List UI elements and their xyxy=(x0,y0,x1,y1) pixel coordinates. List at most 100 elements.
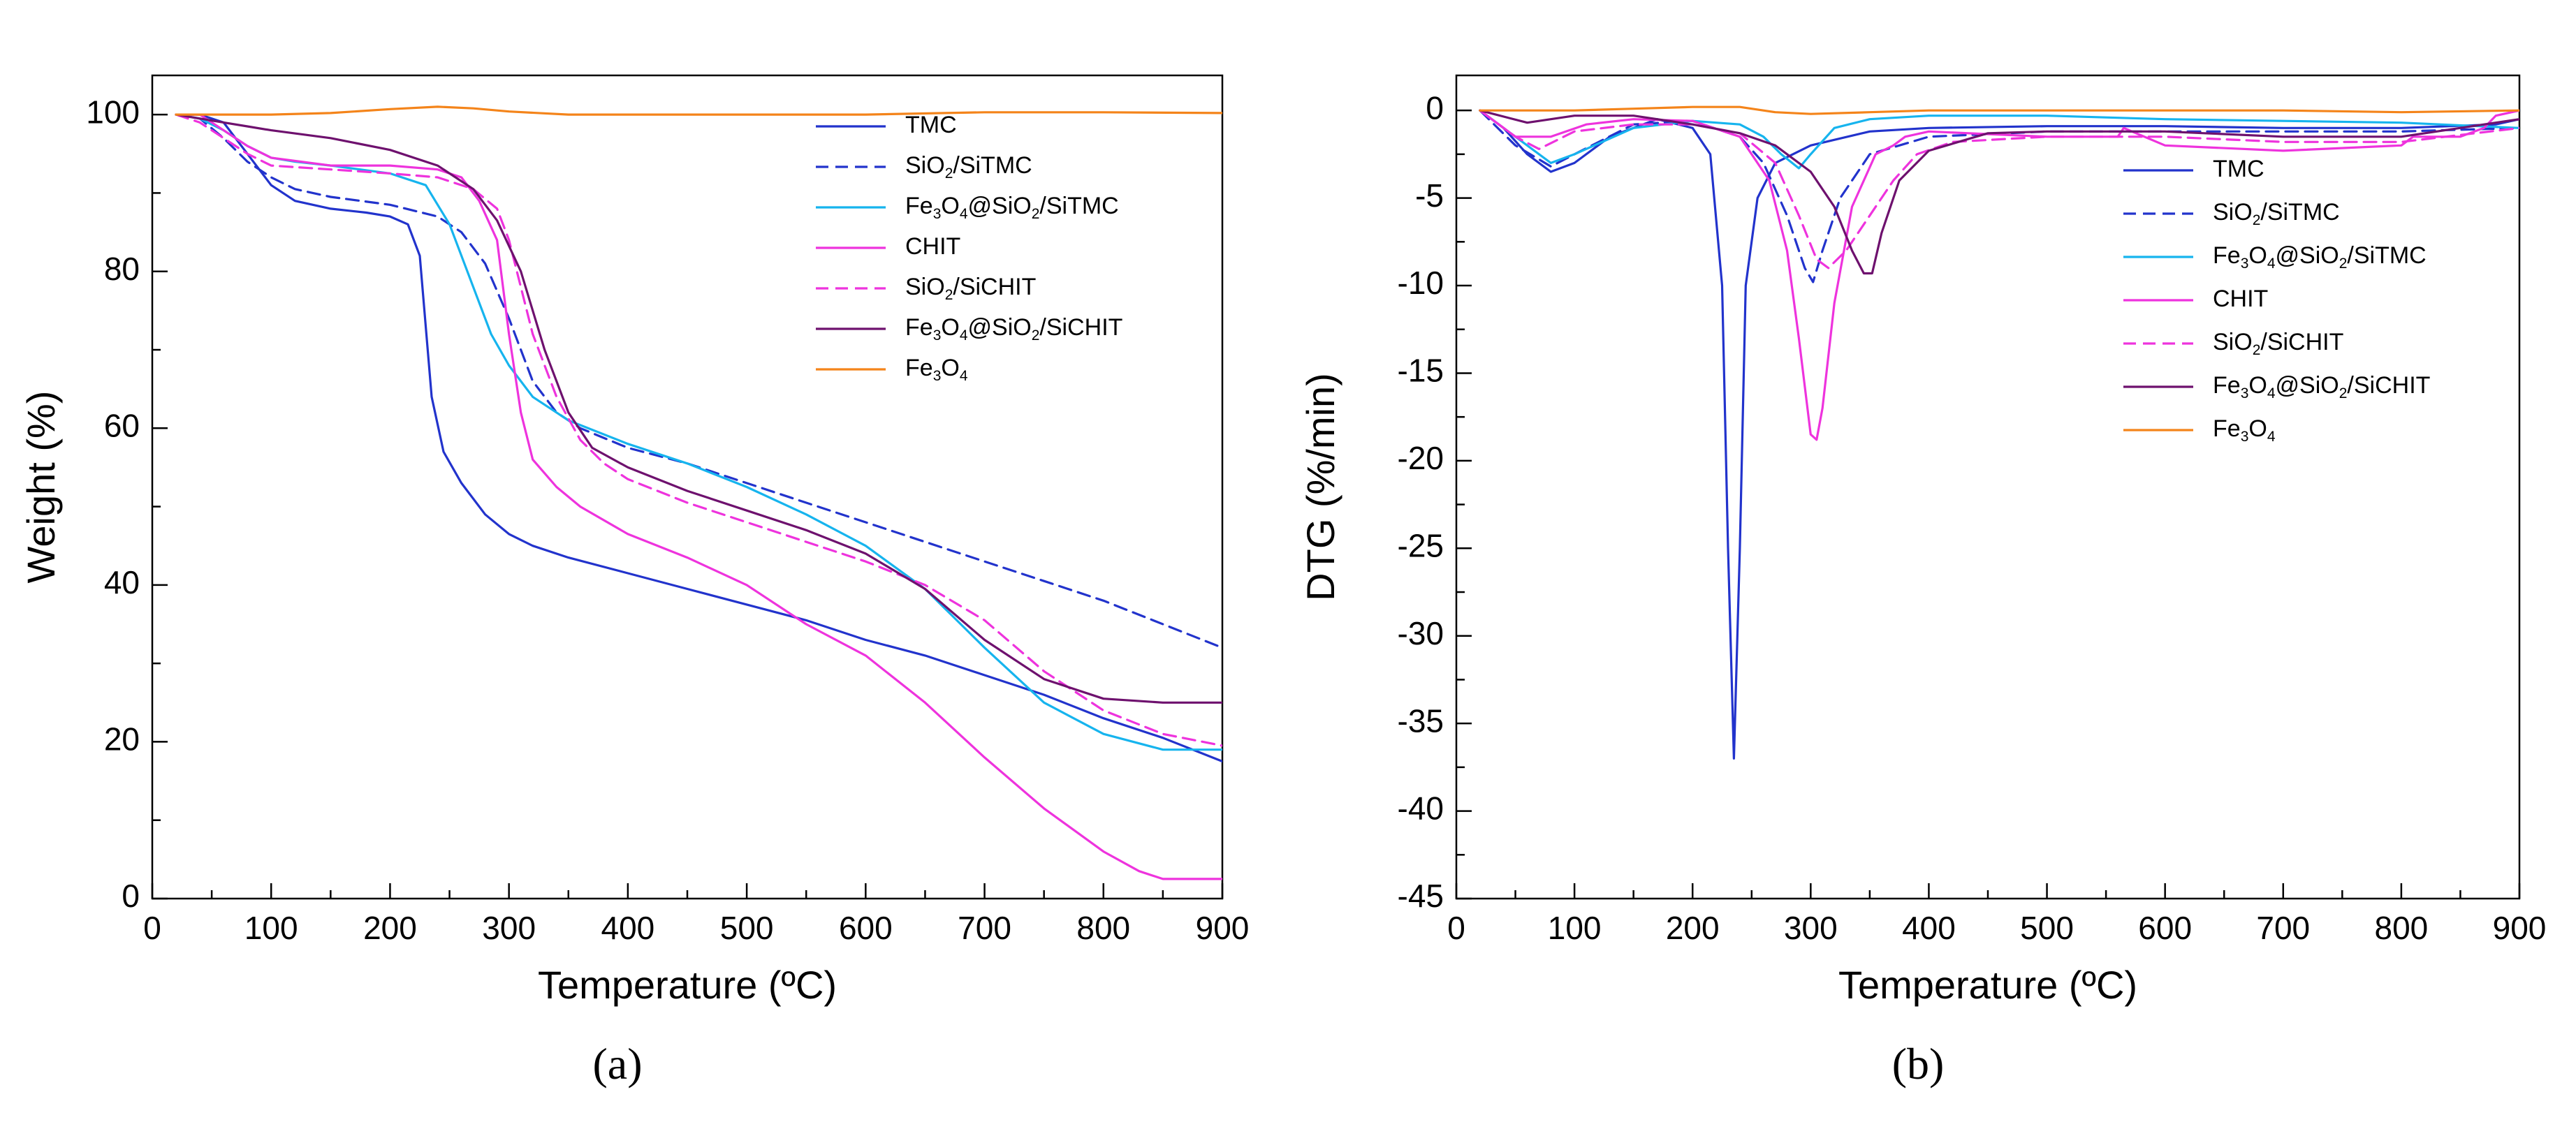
series-line-fe3o4-sio2-sichit xyxy=(1479,109,2519,275)
y-axis-title: DTG (%/min) xyxy=(1298,373,1342,601)
panel-label: (b) xyxy=(1892,1039,1945,1088)
series-line-chit xyxy=(1479,109,2519,441)
legend-label-part: 2 xyxy=(1032,327,1040,344)
legend-label-part: @SiO xyxy=(968,193,1032,219)
legend-label-part: Fe xyxy=(2213,242,2241,269)
legend-label-part: TMC xyxy=(2213,156,2264,182)
legend-label-part: /SiTMC xyxy=(1039,193,1118,219)
legend-label: SiO2/SiTMC xyxy=(905,152,1032,182)
y-tick-label: -30 xyxy=(1398,615,1444,651)
dtg-chart-panel-b: 0 100 200 300 400 500 600 700 800 900 0 -5 -10 -15 -20… xyxy=(1298,74,2547,1088)
legend-label: Fe3O4@SiO2/SiCHIT xyxy=(905,314,1122,344)
x-tick-label: 800 xyxy=(2375,910,2429,946)
x-tick-label: 0 xyxy=(1447,910,1465,946)
series-line-chit xyxy=(175,113,1222,880)
legend-label: Fe3O4@SiO2/SiTMC xyxy=(2213,242,2427,272)
legend-label-part: Fe xyxy=(905,355,933,381)
y-tick-label: -25 xyxy=(1398,527,1444,563)
legend-label-part: SiO xyxy=(905,152,945,179)
legend-label: TMC xyxy=(2213,156,2264,182)
y-tick-label: 80 xyxy=(104,251,140,287)
legend: TMCSiO2/SiTMCFe3O4@SiO2/SiTMCCHITSiO2/Si… xyxy=(2123,156,2430,445)
y-tick-label: 0 xyxy=(122,878,140,914)
legend-label-part: 4 xyxy=(960,206,968,222)
legend-label-part: /SiCHIT xyxy=(953,274,1036,300)
y-tick-label: -35 xyxy=(1398,702,1444,739)
legend-label-part: 4 xyxy=(2267,429,2276,445)
x-tick-label: 800 xyxy=(1076,910,1130,946)
x-tick-label: 700 xyxy=(958,910,1011,946)
legend-label-part: 2 xyxy=(2339,385,2348,401)
y-tick-label: 20 xyxy=(104,721,140,758)
legend-label-part: 2 xyxy=(2253,212,2261,228)
y-tick-label: 0 xyxy=(1426,89,1444,126)
legend-label-part: Fe xyxy=(905,193,933,219)
legend-label-part: 4 xyxy=(2267,385,2276,401)
legend-label-part: /SiTMC xyxy=(2260,199,2339,226)
y-tick-label: 60 xyxy=(104,407,140,443)
y-tick-label: -45 xyxy=(1398,878,1444,914)
legend-label-part: 3 xyxy=(933,206,942,222)
x-tick-label: 400 xyxy=(1902,910,1956,946)
legend-label-part: 3 xyxy=(2241,429,2249,445)
legend-label-part: Fe xyxy=(905,314,933,341)
x-axis-title: Temperature (ºC) xyxy=(538,963,837,1007)
x-tick-label: 0 xyxy=(143,910,161,946)
x-tick-label: 900 xyxy=(1196,910,1250,946)
legend-label-part: CHIT xyxy=(2213,286,2268,312)
legend-label-part: CHIT xyxy=(905,233,960,260)
y-tick-label: 40 xyxy=(104,564,140,600)
legend-label: SiO2/SiCHIT xyxy=(905,274,1036,303)
y-axis-title: Weight (%) xyxy=(19,391,63,584)
series-line-fe3o4 xyxy=(175,105,1222,116)
legend-label-part: 4 xyxy=(960,327,968,344)
x-axis-title: Temperature (ºC) xyxy=(1838,963,2137,1007)
x-tick-label: 200 xyxy=(363,910,417,946)
x-tick-label: 900 xyxy=(2493,910,2547,946)
x-tick-label: 300 xyxy=(482,910,536,946)
legend-label: Fe3O4 xyxy=(2213,415,2276,445)
y-tick-label: -20 xyxy=(1398,440,1444,476)
x-tick-label: 600 xyxy=(2138,910,2192,946)
legend-label: TMC xyxy=(905,112,957,138)
series-group xyxy=(1479,105,2519,760)
legend-label-part: 2 xyxy=(945,287,953,303)
legend-label-part: SiO xyxy=(2213,199,2253,226)
legend-label-part: O xyxy=(2248,242,2267,269)
x-tick-label: 700 xyxy=(2256,910,2310,946)
legend-label: Fe3O4 xyxy=(905,355,968,384)
y-tick-label: 100 xyxy=(86,94,140,130)
legend-label-part: 4 xyxy=(2267,256,2276,272)
legend-label: CHIT xyxy=(2213,286,2268,312)
legend-label: SiO2/SiCHIT xyxy=(2213,329,2343,358)
x-tick-label: 100 xyxy=(1548,910,1602,946)
x-tick-label: 500 xyxy=(720,910,774,946)
legend-label-part: /SiCHIT xyxy=(2347,372,2430,399)
y-tick-label: -10 xyxy=(1398,265,1444,301)
legend-label-part: 2 xyxy=(945,165,953,182)
legend-label-part: O xyxy=(941,355,959,381)
legend-label-part: O xyxy=(941,314,959,341)
legend-label-part: 2 xyxy=(1032,206,1040,222)
legend-label-part: 3 xyxy=(2241,256,2249,272)
weight-loss-chart-panel-a: 0 100 200 300 400 500 600 700 800 900 0 20 40 60 80 100… xyxy=(19,74,1250,1088)
legend-label-part: 3 xyxy=(2241,385,2249,401)
x-tick-label: 300 xyxy=(1784,910,1838,946)
legend-label-part: TMC xyxy=(905,112,957,138)
legend-label-part: @SiO xyxy=(2276,372,2339,399)
legend-label-part: /SiTMC xyxy=(953,152,1032,179)
series-line-fe3o4-sio2-sichit xyxy=(175,113,1222,704)
legend-label-part: @SiO xyxy=(968,314,1032,341)
legend-label-part: O xyxy=(2248,415,2267,442)
legend-label: Fe3O4@SiO2/SiTMC xyxy=(905,193,1119,222)
legend-label-part: Fe xyxy=(2213,415,2241,442)
legend-label-part: 3 xyxy=(933,368,942,384)
series-line-sio2-sichit xyxy=(175,113,1222,747)
legend-label: CHIT xyxy=(905,233,960,260)
legend-label-part: O xyxy=(941,193,959,219)
y-tick-label: -5 xyxy=(1415,177,1444,214)
series-line-sio2-sitmc xyxy=(175,113,1222,649)
series-line-fe3o4 xyxy=(1479,105,2519,115)
series-line-sio2-sichit xyxy=(1479,109,2519,270)
